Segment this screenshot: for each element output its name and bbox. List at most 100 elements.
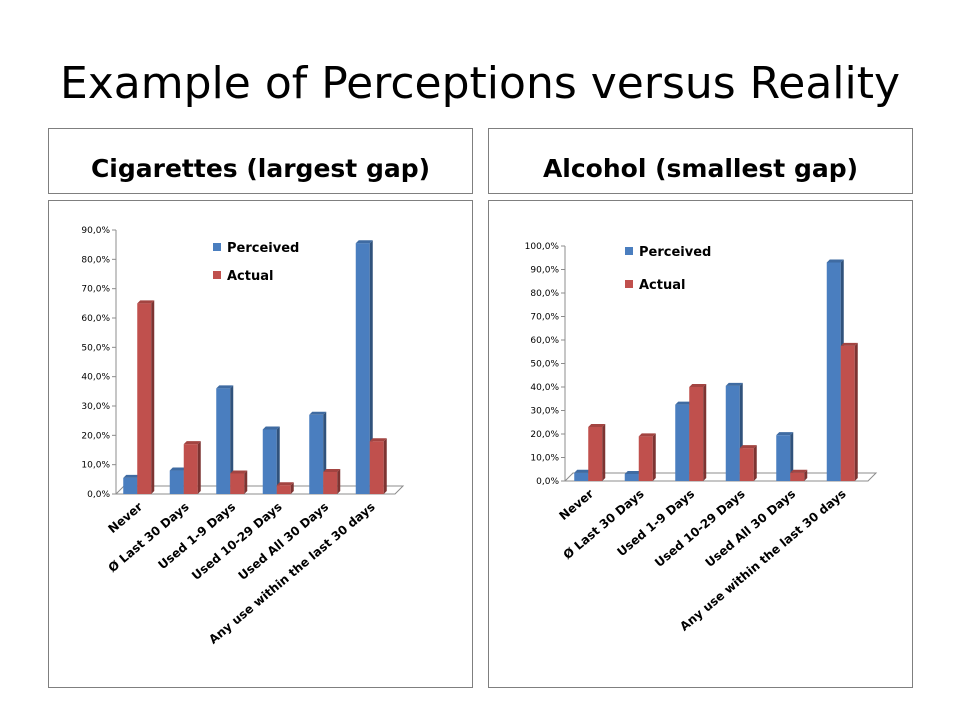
bar-front (725, 385, 740, 481)
bar-side (854, 342, 858, 481)
bar-front (588, 426, 603, 481)
bar-side (290, 482, 294, 494)
x-category-label: Never (105, 500, 145, 537)
legend-label-actual: Actual (639, 278, 685, 293)
legend-label-actual: Actual (227, 269, 273, 284)
chart-header-alcohol: Alcohol (smallest gap) (488, 128, 913, 194)
bar-actual-5 (840, 342, 858, 481)
bar-top (169, 467, 187, 471)
bar-perceived-4 (776, 432, 794, 481)
chart-floor (563, 472, 878, 482)
bar-top (675, 401, 693, 405)
legend-swatch-perceived (213, 243, 221, 251)
bar-side (790, 432, 794, 481)
chart-svg-cigarettes: 0,0% 10,0% 20,0% 30,0% 40,0% 50,0% 60,0% 70,0% 8… (81, 226, 405, 647)
chart-header-cigarettes: Cigarettes (largest gap) (48, 128, 473, 194)
legend-label-perceived: Perceived (227, 241, 299, 256)
bar-actual-3 (739, 445, 757, 481)
x-category-label: Used All 30 Days (703, 487, 799, 570)
chart-alcohol: 0,0% 10,0% 20,0% 30,0% 40,0% 50,0% 60,0% 70,0% 8… (488, 200, 913, 688)
y-tick-label: 50,0% (81, 343, 110, 353)
bar-front (183, 444, 198, 494)
bar-front (840, 345, 855, 481)
bar-side (703, 384, 707, 481)
y-tick-label: 50,0% (530, 360, 559, 370)
y-tick-label: 40,0% (81, 373, 110, 383)
bar-front (574, 472, 589, 481)
bar-front (689, 387, 704, 481)
bar-front (262, 429, 277, 494)
y-tick-label: 20,0% (530, 430, 559, 440)
bar-top (725, 382, 743, 386)
bar-top (790, 469, 808, 473)
bar-top (276, 482, 294, 486)
y-tick-label: 100,0% (525, 242, 560, 252)
bar-front (790, 472, 805, 481)
x-category-label: Used 10-29 Days (652, 487, 748, 570)
bar-front (638, 436, 653, 481)
bar-top (123, 474, 141, 478)
bar-side (369, 240, 373, 494)
x-category-label: Any use within the last 30 days (206, 500, 378, 647)
bar-actual-4 (790, 469, 808, 481)
bar-front (309, 414, 324, 494)
y-tick-label: 30,0% (81, 402, 110, 412)
bar-side (602, 423, 606, 481)
bar-front (675, 404, 690, 481)
bar-perceived-5 (355, 240, 373, 494)
bar-front (739, 448, 754, 481)
bar-top (826, 259, 844, 263)
bar-top (137, 300, 155, 304)
bar-top (776, 432, 794, 436)
x-category-label: Used 1-9 Days (155, 500, 238, 573)
bar-actual-2 (689, 384, 707, 481)
y-tick-label: 80,0% (530, 289, 559, 299)
legend-label-perceived: Perceived (639, 245, 711, 260)
bar-side (804, 469, 808, 481)
y-tick-label: 40,0% (530, 383, 559, 393)
bar-top (840, 342, 858, 346)
bar-top (739, 445, 757, 449)
legend-swatch-perceived (625, 247, 633, 255)
y-tick-label: 0,0% (87, 490, 110, 500)
chart-title-cigarettes: Cigarettes (largest gap) (90, 154, 431, 183)
chart-cigarettes: 0,0% 10,0% 20,0% 30,0% 40,0% 50,0% 60,0% 70,0% 8… (48, 200, 473, 688)
bar-top (638, 433, 656, 437)
y-tick-label: 10,0% (81, 461, 110, 471)
y-tick-label: 90,0% (81, 226, 110, 236)
bar-front (323, 472, 338, 494)
y-tick-label: 60,0% (81, 314, 110, 324)
bar-actual-0 (588, 423, 606, 481)
bar-front (169, 470, 184, 494)
bar-front (355, 243, 370, 494)
y-tick-label: 90,0% (530, 266, 559, 276)
bar-side (753, 445, 757, 481)
bar-actual-1 (183, 441, 201, 494)
bar-perceived-2 (216, 385, 234, 494)
bar-top (183, 441, 201, 445)
bar-side (230, 385, 234, 494)
bar-actual-0 (137, 300, 155, 494)
bar-actual-3 (276, 482, 294, 494)
bar-side (337, 469, 341, 494)
bar-top (624, 470, 642, 474)
bar-front (123, 477, 138, 494)
y-tick-label: 80,0% (81, 255, 110, 265)
bar-actual-5 (369, 438, 387, 494)
bar-actual-1 (638, 433, 656, 481)
bar-side (652, 433, 656, 481)
y-tick-label: 10,0% (530, 454, 559, 464)
bar-top (216, 385, 234, 389)
bar-front (230, 473, 245, 494)
bar-front (826, 262, 841, 481)
bar-side (276, 426, 280, 494)
bar-top (574, 469, 592, 473)
bar-side (244, 470, 248, 494)
bar-actual-4 (323, 469, 341, 494)
bar-actual-2 (230, 470, 248, 494)
bar-top (309, 411, 327, 415)
legend-swatch-actual (213, 271, 221, 279)
bar-top (588, 423, 606, 427)
bar-top (323, 469, 341, 472)
bar-top (355, 240, 373, 244)
